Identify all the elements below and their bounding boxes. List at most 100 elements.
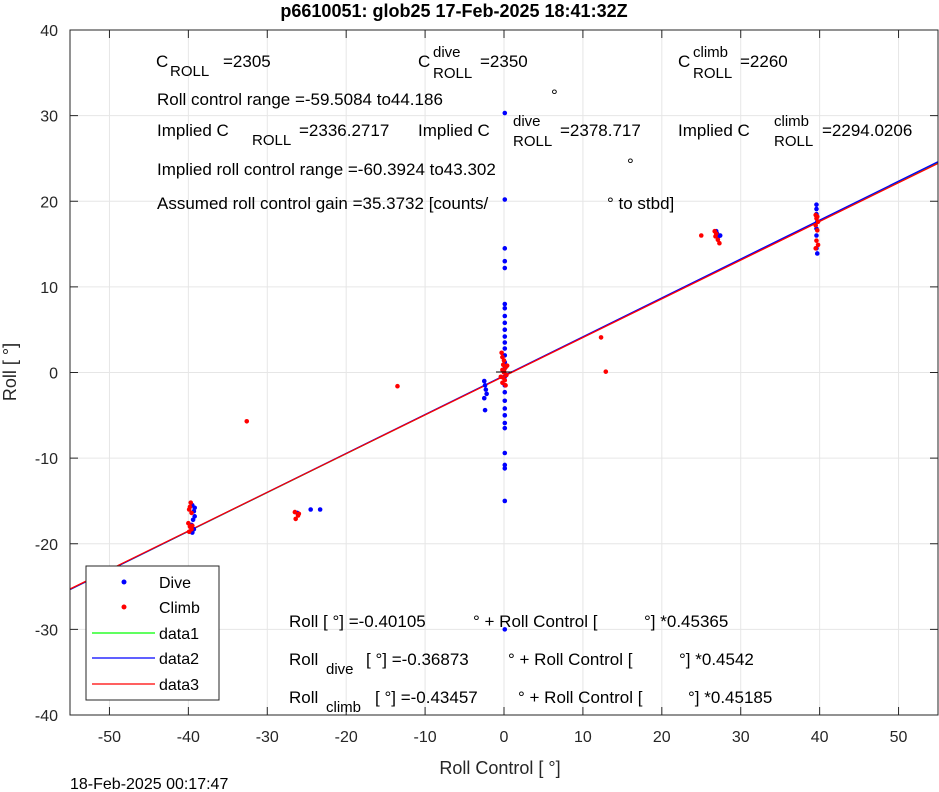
legend: Dive Climb data1 data2 data3: [85, 565, 220, 701]
point-dive: [502, 265, 508, 271]
implied-c-climb-sub: ROLL: [774, 133, 813, 150]
point-dive: [502, 406, 508, 411]
x-axis-label: Roll Control [ °]: [439, 758, 560, 778]
fit-all-a: Roll [ °] =-0.40105: [289, 612, 426, 631]
point-dive: [192, 514, 197, 519]
stray-degree-1: °: [551, 86, 558, 105]
fit-dive-a1: Roll: [289, 650, 318, 669]
y-tick-label: 10: [40, 280, 58, 297]
assumed-gain: Assumed roll control gain =35.3732 [coun…: [157, 194, 489, 213]
y-tick-label: -30: [35, 622, 58, 639]
c-roll-dive-sup: dive: [433, 44, 461, 61]
point-climb: [186, 529, 192, 535]
point-dive: [502, 498, 508, 504]
point-climb: [814, 238, 819, 243]
c-roll-sub: ROLL: [170, 63, 209, 80]
point-dive: [502, 425, 508, 431]
legend-label-dive: Dive: [159, 575, 191, 592]
chart-title: p6610051: glob25 17-Feb-2025 18:41:32Z: [280, 1, 627, 21]
point-dive: [502, 246, 508, 251]
x-tick-label: -50: [98, 729, 121, 746]
c-roll-climb-sup: climb: [693, 44, 728, 61]
y-tick-label: 30: [40, 109, 58, 126]
data-points: [186, 110, 821, 632]
point-dive: [502, 420, 508, 426]
point-climb: [715, 237, 721, 243]
point-dive: [502, 627, 508, 632]
point-climb: [188, 500, 194, 505]
point-climb: [501, 358, 507, 363]
point-climb: [814, 214, 820, 219]
point-dive: [502, 346, 508, 351]
y-tick-label: 0: [49, 366, 58, 383]
point-dive: [502, 258, 508, 264]
point-climb: [503, 383, 508, 388]
x-tick-label: 40: [811, 729, 829, 746]
x-tick-label: -20: [335, 729, 358, 746]
point-dive: [814, 233, 819, 238]
point-climb: [598, 335, 604, 340]
point-climb: [395, 383, 400, 389]
c-roll-climb-sub: ROLL: [693, 65, 732, 82]
x-tick-label: 0: [500, 729, 509, 746]
point-dive: [814, 251, 820, 256]
point-dive: [502, 462, 508, 468]
point-dive: [308, 507, 313, 512]
implied-roll-range: Implied roll control range =-60.3924 to4…: [157, 160, 496, 179]
legend-label-data1: data1: [159, 626, 199, 643]
point-dive: [481, 395, 487, 401]
implied-c-climb-prefix: Implied C: [678, 121, 750, 140]
timestamp: 18-Feb-2025 00:17:47: [70, 776, 228, 792]
implied-c-climb-value: =2294.0206: [822, 121, 912, 140]
point-dive: [502, 389, 508, 395]
c-roll-dive-value: =2350: [480, 52, 528, 71]
point-climb: [293, 516, 298, 522]
c-roll-dive-base: C: [418, 52, 430, 71]
point-climb: [186, 520, 191, 526]
roll-control-range: Roll control range =-59.5084 to44.186: [157, 90, 443, 109]
point-dive: [192, 505, 197, 511]
y-tick-label: -40: [35, 708, 58, 725]
point-climb: [717, 240, 722, 246]
fit-dive-c: °] *0.4542: [679, 650, 754, 669]
x-tick-label: -30: [256, 729, 279, 746]
point-dive: [502, 398, 508, 404]
implied-c-dive-value: =2378.717: [560, 121, 641, 140]
point-climb: [813, 246, 818, 251]
point-dive: [317, 507, 323, 512]
point-climb: [813, 222, 818, 228]
fit-dive-b: ° + Roll Control [: [508, 650, 633, 669]
point-dive: [502, 466, 508, 471]
point-climb: [814, 228, 820, 233]
point-dive: [482, 383, 488, 388]
point-climb: [186, 507, 192, 512]
point-climb: [713, 231, 719, 237]
fit-climb-b: ° + Roll Control [: [518, 688, 643, 707]
point-dive: [502, 334, 508, 339]
point-dive: [502, 450, 508, 456]
point-dive: [502, 327, 508, 332]
legend-label-data2: data2: [159, 651, 199, 668]
fit-climb-a1: Roll: [289, 688, 318, 707]
point-climb: [190, 523, 195, 529]
point-climb: [500, 380, 505, 386]
point-climb: [504, 372, 509, 378]
point-dive: [502, 197, 508, 202]
point-dive: [502, 313, 508, 319]
point-dive: [484, 391, 489, 397]
point-dive: [482, 407, 488, 413]
point-dive: [502, 413, 508, 418]
c-roll-dive-sub: ROLL: [433, 65, 472, 82]
fit-all-c: °] *0.45365: [644, 612, 728, 631]
y-tick-label: 20: [40, 194, 58, 211]
x-tick-label: 50: [890, 729, 908, 746]
point-climb: [698, 233, 704, 238]
point-climb: [815, 242, 821, 248]
implied-c-sub: ROLL: [252, 132, 291, 149]
point-climb: [244, 419, 250, 424]
legend-marker-climb: [121, 604, 127, 610]
point-dive: [502, 110, 508, 116]
implied-c-climb-sup: climb: [774, 113, 809, 130]
point-dive: [814, 206, 819, 212]
c-roll-base: C: [156, 52, 168, 71]
